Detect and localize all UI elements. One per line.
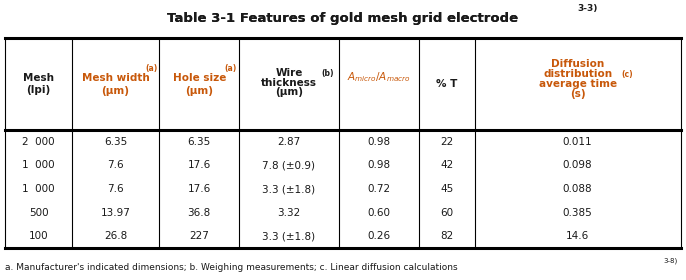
Text: % T: % T [436, 79, 458, 89]
Text: Mesh width: Mesh width [82, 73, 150, 83]
Text: Mesh
(lpi): Mesh (lpi) [23, 73, 54, 95]
Text: 60: 60 [440, 207, 453, 218]
Text: 0.98: 0.98 [367, 160, 390, 171]
Text: Diffusion: Diffusion [551, 59, 604, 69]
Text: 0.088: 0.088 [563, 184, 593, 194]
Text: 6.35: 6.35 [187, 137, 211, 147]
Text: 2.87: 2.87 [277, 137, 300, 147]
Text: a. Manufacturer's indicated dimensions; b. Weighing measurements; c. Linear diff: a. Manufacturer's indicated dimensions; … [5, 263, 458, 272]
Text: 3-8): 3-8) [663, 257, 678, 264]
Text: (c): (c) [622, 70, 633, 79]
Text: 3.32: 3.32 [277, 207, 300, 218]
Text: 26.8: 26.8 [104, 231, 127, 241]
Text: 13.97: 13.97 [101, 207, 130, 218]
Text: 7.6: 7.6 [107, 160, 124, 171]
Text: Table 3-1 Features of gold mesh grid electrode: Table 3-1 Features of gold mesh grid ele… [167, 12, 519, 25]
Text: 0.26: 0.26 [367, 231, 390, 241]
Text: 1  000: 1 000 [22, 184, 55, 194]
Text: 0.72: 0.72 [367, 184, 390, 194]
Text: (s): (s) [570, 89, 585, 99]
Text: 36.8: 36.8 [187, 207, 211, 218]
Text: average time: average time [539, 79, 617, 89]
Text: 3-3): 3-3) [578, 4, 598, 13]
Text: 6.35: 6.35 [104, 137, 127, 147]
Text: 0.011: 0.011 [563, 137, 593, 147]
Text: 227: 227 [189, 231, 209, 241]
Text: (μm): (μm) [275, 87, 303, 97]
Text: 42: 42 [440, 160, 453, 171]
Text: Table 3-1 Features of gold mesh grid electrode: Table 3-1 Features of gold mesh grid ele… [167, 12, 519, 25]
Text: 17.6: 17.6 [187, 160, 211, 171]
Text: 7.8 (±0.9): 7.8 (±0.9) [263, 160, 316, 171]
Text: 0.098: 0.098 [563, 160, 593, 171]
Text: (μm): (μm) [102, 86, 130, 96]
Text: distribution: distribution [543, 69, 612, 79]
Text: 1  000: 1 000 [22, 160, 55, 171]
Text: (a): (a) [145, 64, 158, 73]
Text: 500: 500 [29, 207, 49, 218]
Text: 3.3 (±1.8): 3.3 (±1.8) [263, 184, 316, 194]
Text: thickness: thickness [261, 78, 317, 88]
Text: Hole size: Hole size [173, 73, 226, 83]
Text: 2  000: 2 000 [22, 137, 55, 147]
Text: (a): (a) [224, 64, 237, 73]
Text: 14.6: 14.6 [566, 231, 589, 241]
Text: (b): (b) [321, 69, 333, 78]
Text: Wire: Wire [275, 68, 303, 78]
Text: 0.98: 0.98 [367, 137, 390, 147]
Text: 3.3 (±1.8): 3.3 (±1.8) [263, 231, 316, 241]
Text: 7.6: 7.6 [107, 184, 124, 194]
Text: (μm): (μm) [185, 86, 213, 96]
Text: 17.6: 17.6 [187, 184, 211, 194]
Text: 45: 45 [440, 184, 453, 194]
Text: 82: 82 [440, 231, 453, 241]
Text: 22: 22 [440, 137, 453, 147]
Text: 0.60: 0.60 [367, 207, 390, 218]
Text: 0.385: 0.385 [563, 207, 593, 218]
Text: $\mathit{A}_{micro}$/$\mathit{A}_{macro}$: $\mathit{A}_{micro}$/$\mathit{A}_{macro}… [347, 70, 411, 84]
Text: 100: 100 [29, 231, 49, 241]
